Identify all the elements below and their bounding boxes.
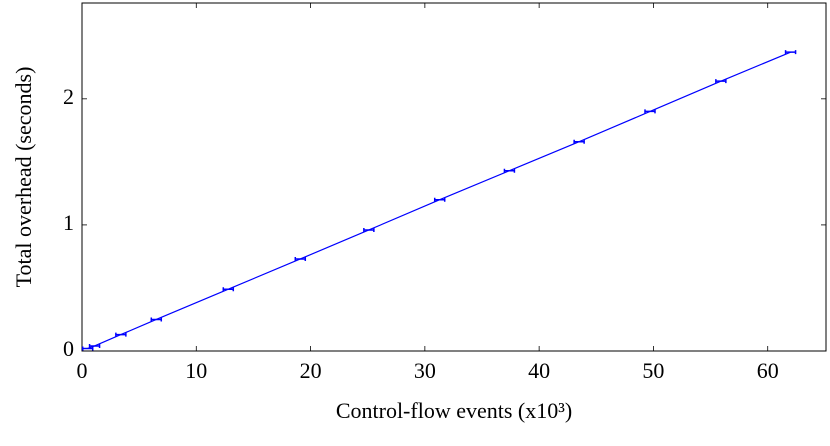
point-marker bbox=[503, 168, 516, 173]
y-tick-label: 2 bbox=[63, 84, 74, 109]
point-marker bbox=[644, 109, 656, 114]
x-axis-label: Control-flow events (x10³) bbox=[336, 398, 572, 423]
y-tick-label: 1 bbox=[63, 210, 74, 235]
point-marker bbox=[294, 256, 307, 261]
x-tick-label: 30 bbox=[414, 358, 436, 383]
point-marker bbox=[784, 50, 797, 55]
point-marker bbox=[115, 332, 127, 337]
point-marker bbox=[81, 346, 94, 351]
point-marker bbox=[433, 197, 446, 202]
x-tick-label: 40 bbox=[528, 358, 550, 383]
x-tick-label: 60 bbox=[757, 358, 779, 383]
y-tick-label: 0 bbox=[63, 336, 74, 361]
point-marker bbox=[715, 79, 727, 84]
x-tick-label: 20 bbox=[300, 358, 322, 383]
point-marker bbox=[88, 343, 101, 348]
point-marker bbox=[363, 227, 375, 232]
x-tick-label: 50 bbox=[642, 358, 664, 383]
y-axis-label: Total overhead (seconds) bbox=[11, 67, 36, 288]
x-tick-label: 10 bbox=[185, 358, 207, 383]
plot-frame bbox=[81, 2, 827, 352]
point-marker bbox=[222, 287, 235, 292]
x-tick-label: 0 bbox=[77, 358, 88, 383]
point-marker bbox=[150, 317, 163, 322]
point-marker bbox=[573, 139, 585, 144]
